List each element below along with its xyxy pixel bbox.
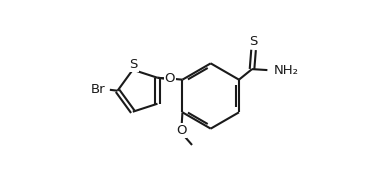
Text: O: O: [165, 72, 175, 85]
Text: NH₂: NH₂: [274, 64, 299, 77]
Text: S: S: [129, 58, 138, 71]
Text: O: O: [176, 124, 187, 137]
Text: S: S: [249, 35, 258, 48]
Text: Br: Br: [90, 83, 105, 96]
